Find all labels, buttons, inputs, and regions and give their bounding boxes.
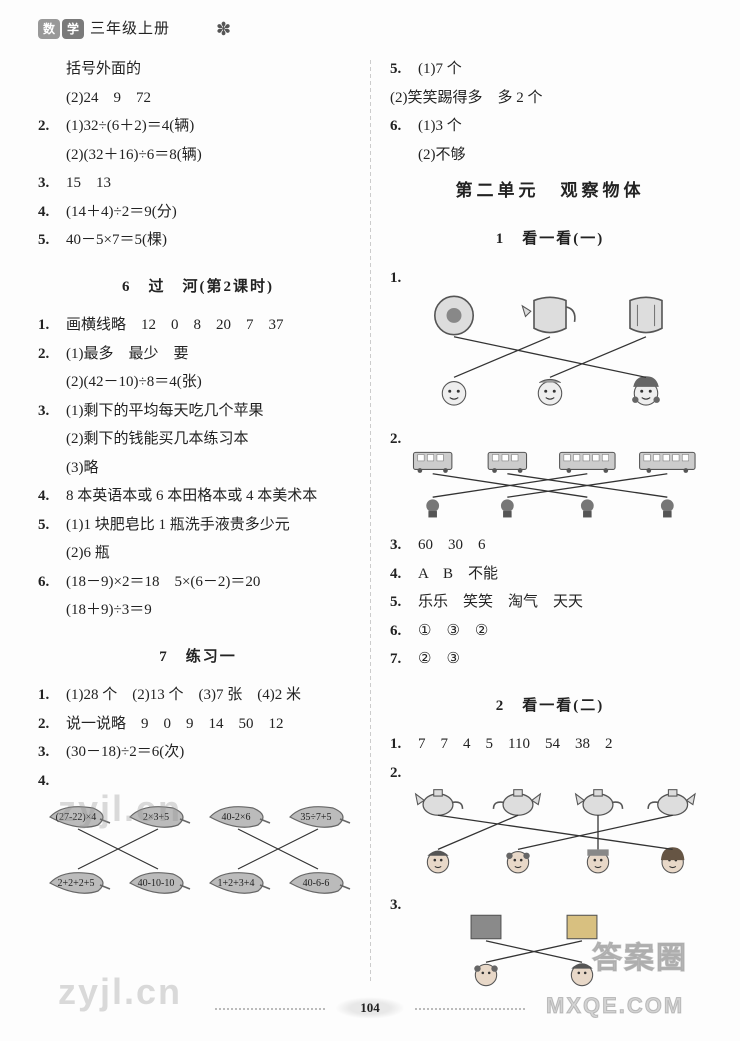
answer-line: 4.(14＋4)÷2＝9(分) xyxy=(38,198,358,227)
answer-line: (2)笑笑踢得多 多 2 个 xyxy=(390,84,710,113)
right-column: 5.(1)7 个 (2)笑笑踢得多 多 2 个 6.(1)3 个 (2)不够 第… xyxy=(370,55,740,960)
answer-line: 5.乐乐 笑笑 淘气 天天 xyxy=(390,588,710,617)
answer-line: (18＋9)÷3＝9 xyxy=(38,596,358,625)
unit-title: 第二单元 观察物体 xyxy=(390,175,710,207)
subject-badge: 数 学 xyxy=(38,19,84,39)
answer-line: (2)6 瓶 xyxy=(38,539,358,568)
watermark: zyjl.cn xyxy=(58,958,182,1026)
answer-line: 6.(1)3 个 xyxy=(390,112,710,141)
svg-text:40-2×6: 40-2×6 xyxy=(222,812,251,823)
answer-line: 6.(18－9)×2＝18 5×(6－2)＝20 xyxy=(38,568,358,597)
svg-text:2×3+5: 2×3+5 xyxy=(143,812,169,823)
svg-text:2+2+2+5: 2+2+2+5 xyxy=(58,878,95,889)
answer-line: 4.A B 不能 xyxy=(390,560,710,589)
answer-line: 4.8 本英语本或 6 本田格本或 4 本美术本 xyxy=(38,482,358,511)
answer-line: (2)不够 xyxy=(390,141,710,170)
answer-line: (2)(42－10)÷8＝4(张) xyxy=(38,368,358,397)
answer-line: 2.说一说略 9 0 9 14 50 12 xyxy=(38,710,358,739)
answer-line: 1. xyxy=(390,264,710,293)
answer-line: (3)略 xyxy=(38,454,358,483)
answer-line: (2)剩下的钱能买几本练习本 xyxy=(38,425,358,454)
answer-line: (2)(32＋16)÷6＝8(辆) xyxy=(38,141,358,170)
content-columns: 括号外面的 (2)24 9 72 2.(1)32÷(6＋2)＝4(辆) (2)(… xyxy=(0,55,740,960)
decoration-icon: ✽ xyxy=(216,12,231,46)
text-line: 括号外面的 xyxy=(38,55,358,84)
answer-line: 7.② ③ xyxy=(390,645,710,674)
svg-text:1+2+3+4: 1+2+3+4 xyxy=(218,878,255,889)
grade-label: 三年级上册 xyxy=(90,15,170,44)
page-number: 104 xyxy=(335,997,405,1019)
answer-line: 1.(1)28 个 (2)13 个 (3)7 张 (4)2 米 xyxy=(38,681,358,710)
answer-line: 5.(1)1 块肥皂比 1 瓶洗手液贵多少元 xyxy=(38,511,358,540)
answer-line: 4. xyxy=(38,767,358,796)
kettle-matching-diagram xyxy=(390,292,710,415)
answer-line: 6.① ③ ② xyxy=(390,617,710,646)
section-title: 1 看一看(一) xyxy=(390,225,710,254)
svg-text:40-10-10: 40-10-10 xyxy=(138,878,175,889)
answer-line: 1.画横线略 12 0 8 20 7 37 xyxy=(38,311,358,340)
section-title: 6 过 河(第2课时) xyxy=(38,273,358,302)
text-line: (2)24 9 72 xyxy=(38,84,358,113)
bus-matching-diagram xyxy=(390,446,710,521)
left-column: 括号外面的 (2)24 9 72 2.(1)32÷(6＋2)＝4(辆) (2)(… xyxy=(0,55,370,960)
answer-line: 5.(1)7 个 xyxy=(390,55,710,84)
answer-line: 2.(1)最多 最少 要 xyxy=(38,340,358,369)
teapot-matching-diagram xyxy=(390,779,710,880)
answer-line: 3.(30－18)÷2＝6(次) xyxy=(38,738,358,767)
leaf-matching-diagram: (27-22)×4 2×3+5 40-2×6 35÷7+5 2+2+2+5 40-10-1… xyxy=(38,795,358,905)
section-title: 2 看一看(二) xyxy=(390,692,710,721)
badge-char-1: 数 xyxy=(38,19,60,39)
svg-text:40-6-6: 40-6-6 xyxy=(303,878,330,889)
answer-line: 3.(1)剩下的平均每天吃几个苹果 xyxy=(38,397,358,426)
answer-line: 2.(1)32÷(6＋2)＝4(辆) xyxy=(38,112,358,141)
answer-line: 1.7 7 4 5 110 54 38 2 xyxy=(390,730,710,759)
badge-char-2: 学 xyxy=(62,19,84,39)
answer-line: 3.60 30 6 xyxy=(390,531,710,560)
answer-line: 5.40－5×7＝5(棵) xyxy=(38,226,358,255)
svg-text:35÷7+5: 35÷7+5 xyxy=(300,812,331,823)
rect-matching-diagram xyxy=(390,911,710,991)
section-title: 7 练习一 xyxy=(38,643,358,672)
page-header: 数 学 三年级上册 ✽ xyxy=(38,12,231,46)
answer-line: 3.15 13 xyxy=(38,169,358,198)
svg-text:(27-22)×4: (27-22)×4 xyxy=(56,812,97,823)
